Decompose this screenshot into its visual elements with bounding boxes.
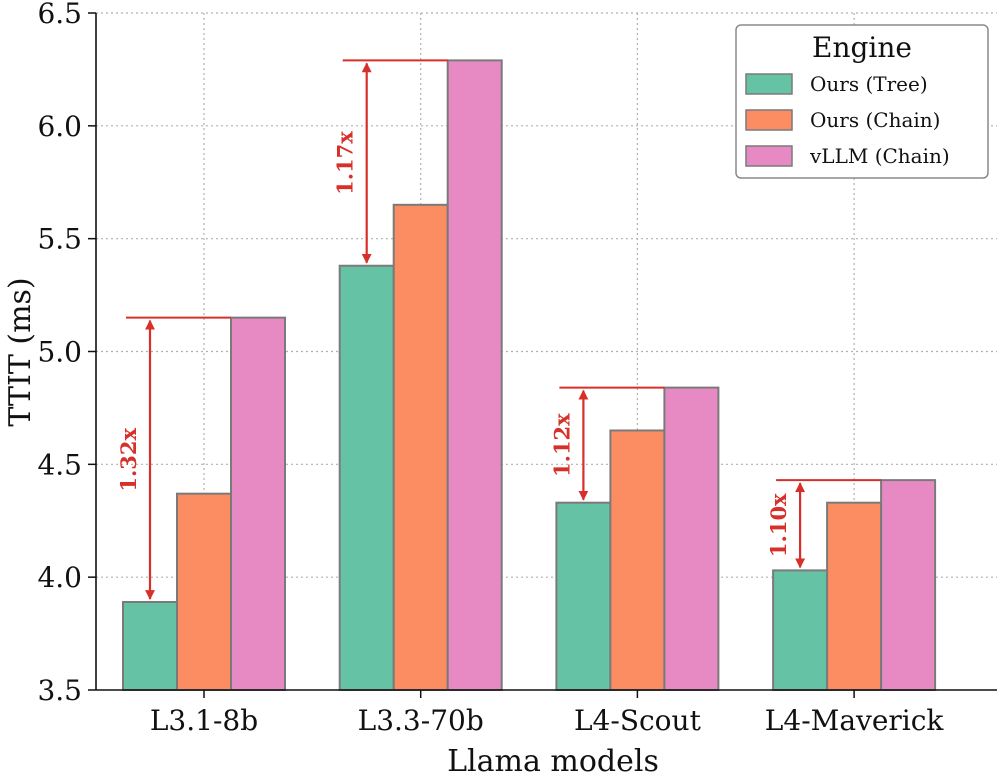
x-tick-label: L4-Scout (574, 704, 702, 737)
y-tick-label: 5.0 (37, 336, 82, 369)
bar-vllm-chain-l3-1-8b (230, 316, 286, 691)
bar-ours-chain-l3-1-8b (176, 492, 232, 692)
legend: Engine Ours (Tree) Ours (Chain) vLLM (Chai… (735, 24, 989, 179)
legend-swatch (745, 145, 793, 167)
bar-ours-tree-l4-scout (555, 501, 612, 691)
bar-vllm-chain-l4-maverick (880, 479, 937, 691)
legend-swatch (745, 109, 793, 131)
y-tick-label: 4.0 (37, 561, 82, 594)
x-tick-label: L3.1-8b (150, 704, 258, 737)
x-tick-label: L3.3-70b (358, 704, 484, 737)
bars-layer (122, 59, 937, 692)
legend-label: vLLM (Chain) (809, 144, 950, 168)
y-tick-label: 6.0 (37, 110, 82, 143)
y-tick-label: 4.5 (37, 448, 82, 481)
axes-layer: 3.5 4.0 4.5 5.0 5.5 6.0 6.5 L3.1-8b L3.3-70b L4-S… (37, 0, 997, 737)
bar-ours-tree-l3-1-8b (122, 600, 178, 691)
bar-ours-chain-l4-scout (609, 429, 666, 691)
bar-ours-chain-l3-3-70b (392, 203, 449, 691)
x-axis-label: Llama models (447, 744, 659, 779)
bar-ours-tree-l4-maverick (772, 569, 829, 691)
bar-ours-tree-l3-3-70b (338, 264, 395, 691)
legend-frame (735, 24, 989, 179)
legend-title: Engine (812, 31, 912, 64)
bar-vllm-chain-l4-scout (663, 386, 720, 691)
speedup-label: 1.12x (549, 413, 574, 477)
x-tick-label: L4-Maverick (765, 704, 945, 737)
bar-vllm-chain-l3-3-70b (446, 59, 503, 691)
annotations-layer: 1.32x 1.17x 1.12x 1.10x (116, 59, 882, 600)
y-tick-label: 3.5 (37, 674, 82, 707)
speedup-label: 1.32x (116, 428, 141, 492)
y-tick-label: 5.5 (37, 223, 82, 256)
legend-label: Ours (Chain) (810, 108, 940, 132)
speedup-label: 1.10x (766, 493, 791, 557)
y-tick-label: 6.5 (37, 0, 82, 30)
bar-ours-chain-l4-maverick (826, 501, 883, 691)
speedup-label: 1.17x (333, 131, 358, 195)
legend-items: Ours (Tree) Ours (Chain) vLLM (Chain) (745, 72, 950, 168)
y-axis-label: TTIT (ms) (3, 277, 38, 426)
legend-label: Ours (Tree) (810, 72, 928, 96)
legend-swatch (745, 73, 793, 95)
